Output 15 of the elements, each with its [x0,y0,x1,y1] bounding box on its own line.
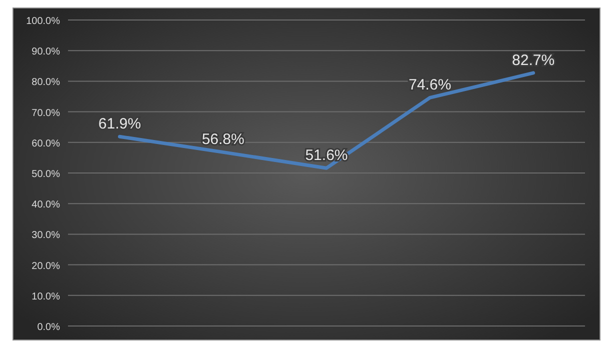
y-tick-label: 20.0% [32,260,60,272]
y-tick-label: 60.0% [32,138,60,150]
data-label: 61.9% [98,116,141,133]
y-tick-label: 100.0% [26,16,60,27]
y-tick-label: 0.0% [37,322,60,333]
data-label: 82.7% [512,52,555,69]
y-tick-label: 40.0% [32,200,60,211]
data-label: 56.8% [202,131,244,148]
y-tick-label: 70.0% [32,108,60,119]
y-tick-label: 90.0% [32,46,60,58]
y-tick-label: 30.0% [32,230,60,242]
y-tick-label: 50.0% [32,169,60,180]
y-tick-label: 80.0% [32,77,60,88]
y-tick-label: 10.0% [32,291,60,302]
data-label: 74.6% [408,76,452,94]
